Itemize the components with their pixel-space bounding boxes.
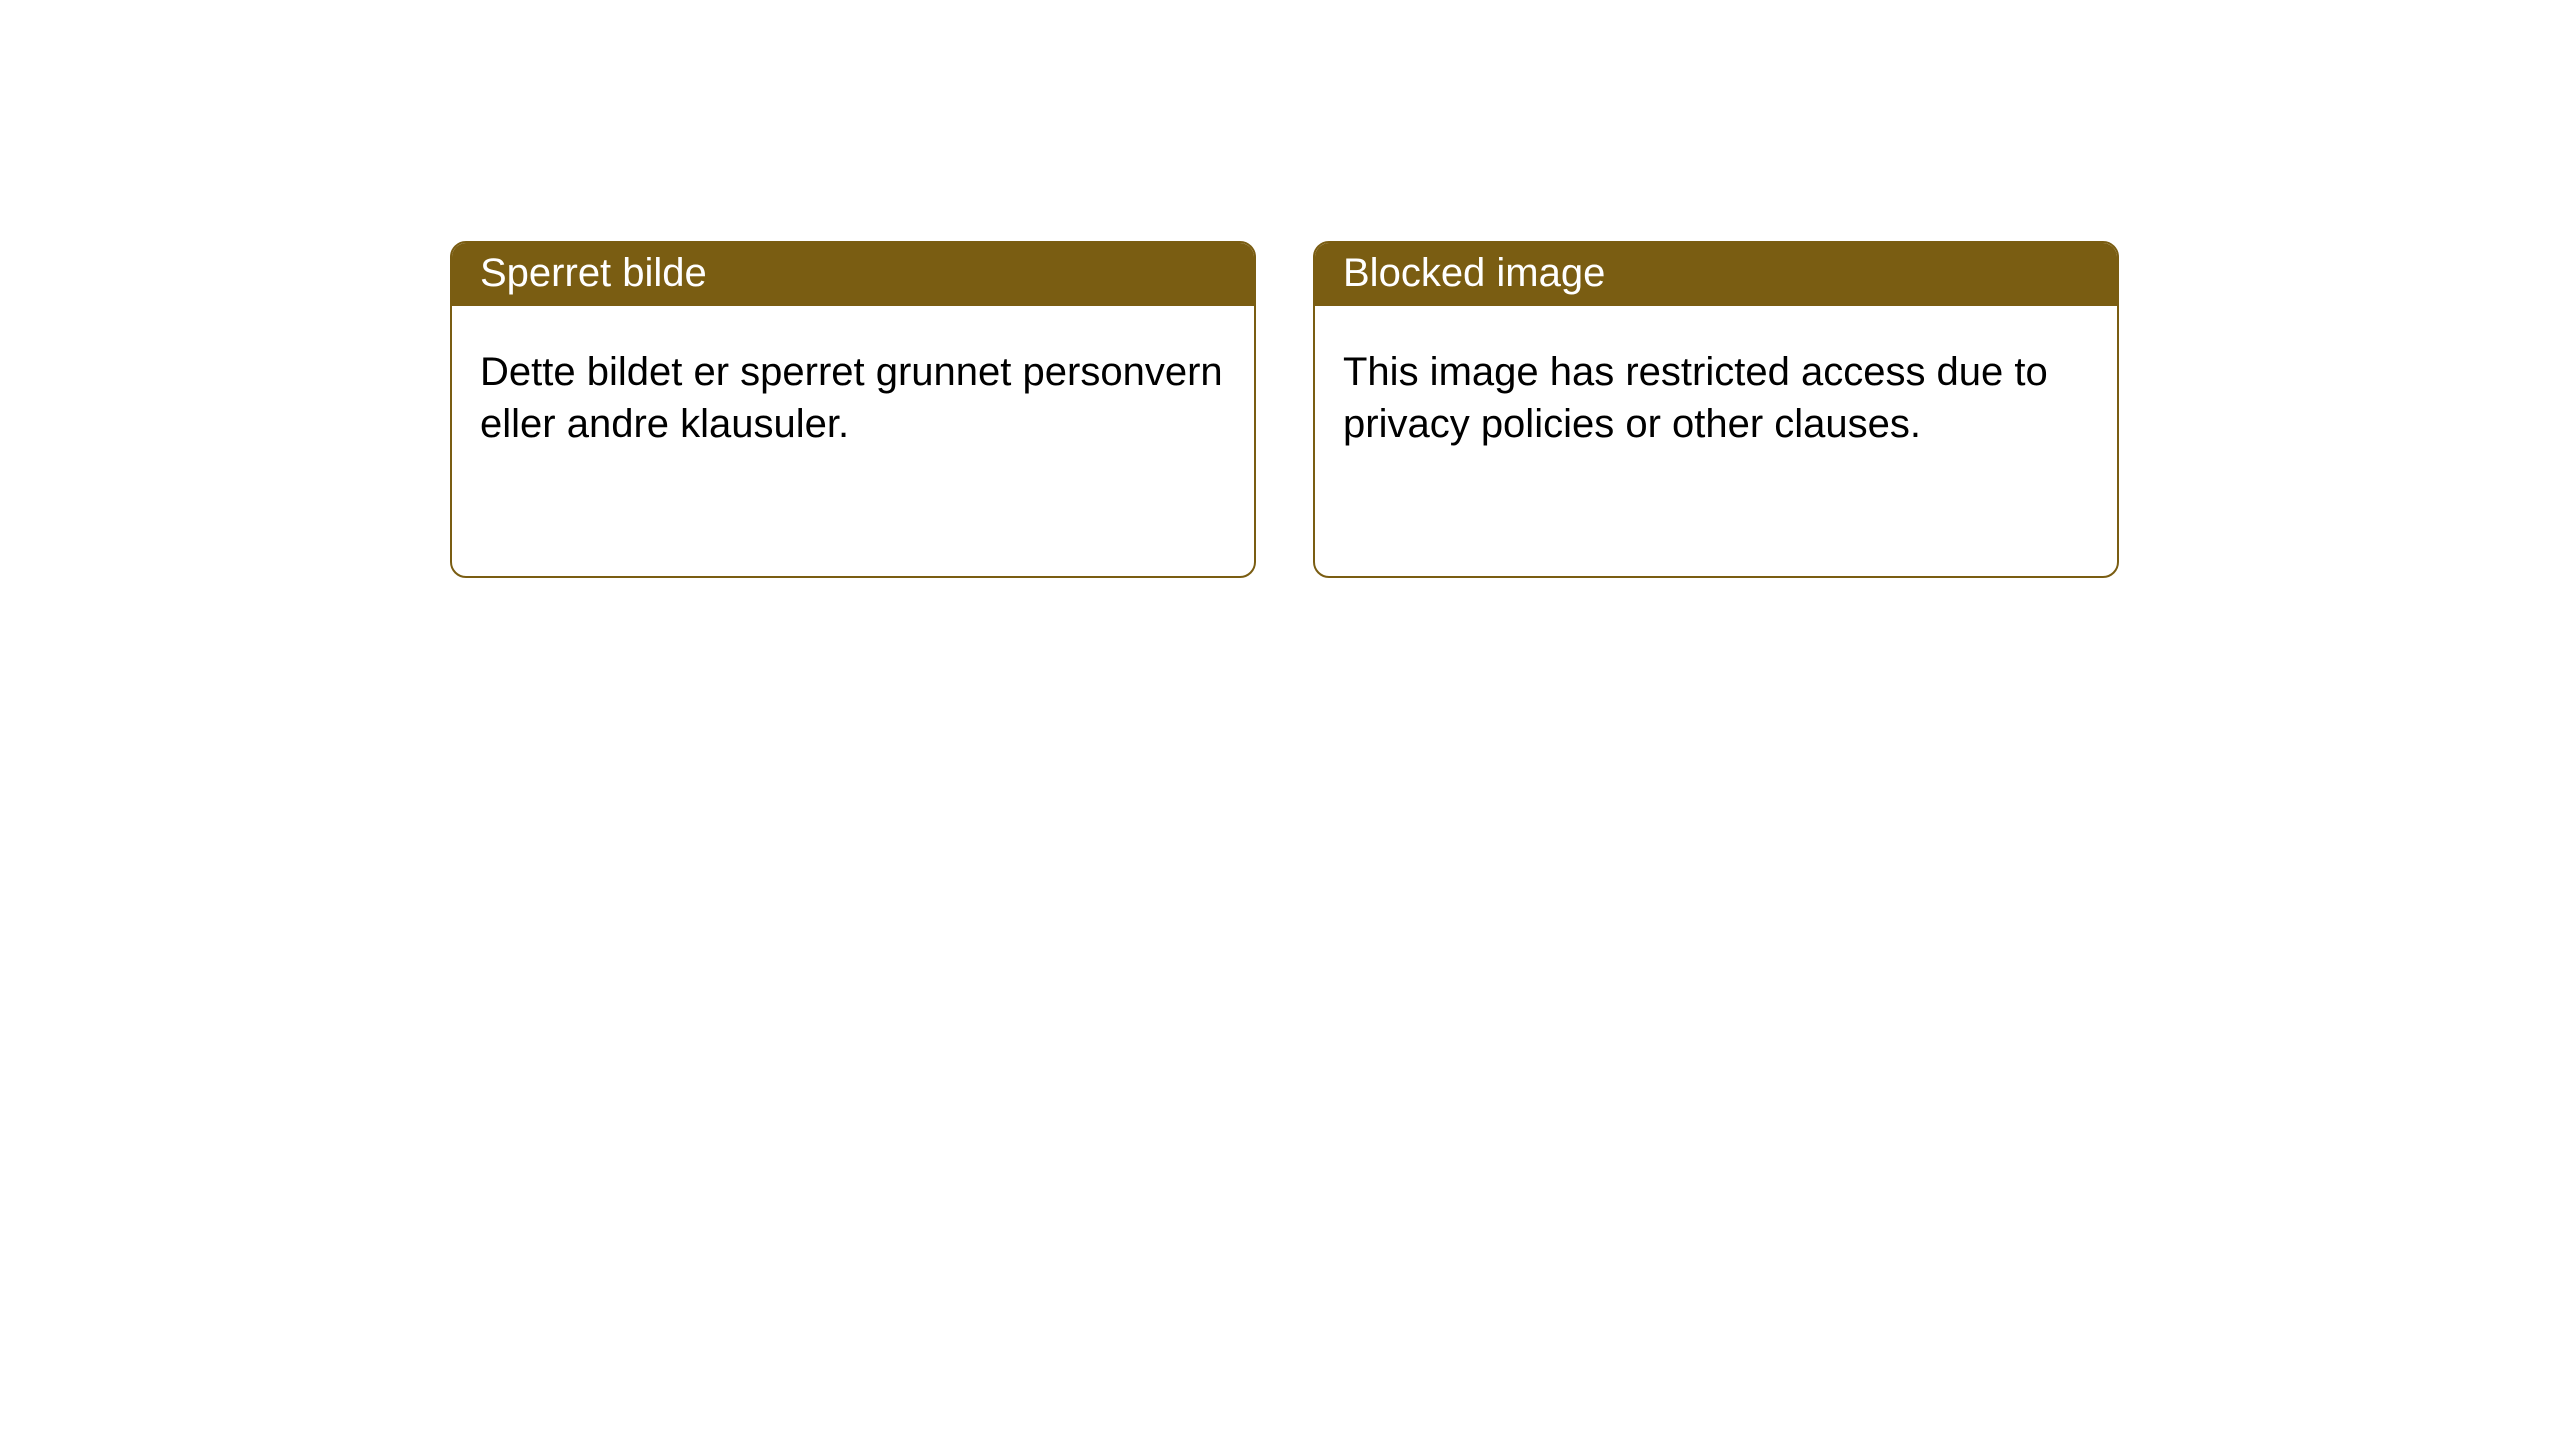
notice-box-english: Blocked image This image has restricted … [1313,241,2119,578]
notice-container: Sperret bilde Dette bildet er sperret gr… [0,0,2560,578]
notice-header: Sperret bilde [452,243,1254,306]
notice-body: Dette bildet er sperret grunnet personve… [452,306,1254,478]
notice-body: This image has restricted access due to … [1315,306,2117,478]
notice-header: Blocked image [1315,243,2117,306]
notice-box-norwegian: Sperret bilde Dette bildet er sperret gr… [450,241,1256,578]
